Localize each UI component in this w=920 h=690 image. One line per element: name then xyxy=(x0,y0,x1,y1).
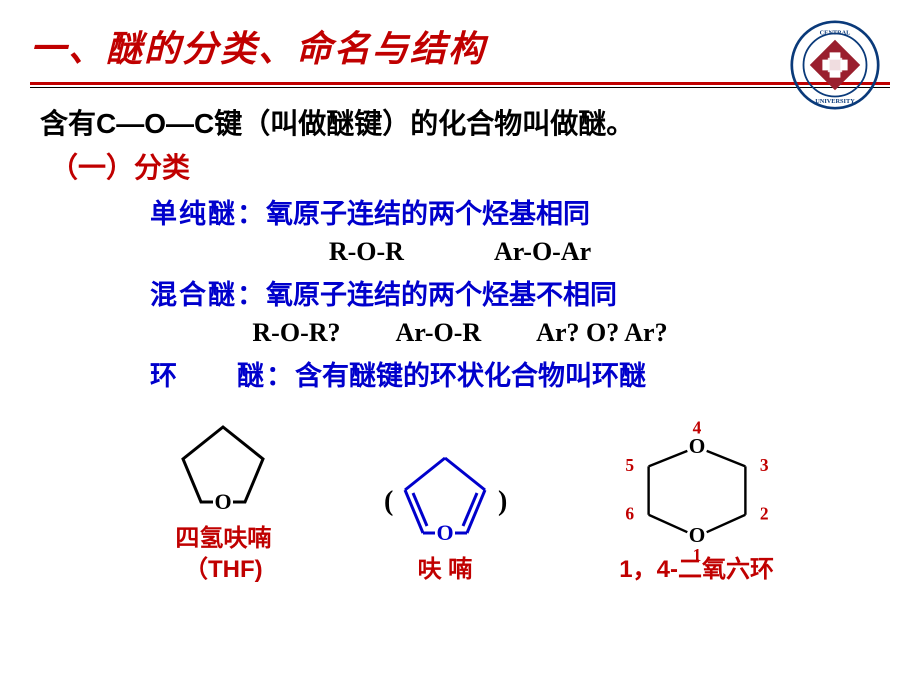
svg-text:O: O xyxy=(436,520,453,545)
cat1-desc: 氧原子连结的两个烃基相同 xyxy=(266,199,590,229)
svg-text:2: 2 xyxy=(760,504,769,524)
mol-furan: ( ) O 呋 喃 xyxy=(370,438,520,585)
svg-text:4: 4 xyxy=(692,418,701,437)
svg-text:O: O xyxy=(688,523,705,547)
svg-text:CENTRAL: CENTRAL xyxy=(820,29,851,36)
dioxane-structure: O O 4 3 2 1 6 5 xyxy=(607,418,787,568)
category-simple: 单纯醚：氧原子连结的两个烃基相同 xyxy=(150,192,890,231)
svg-text:O: O xyxy=(215,489,232,514)
cat3-label: 环 醚： xyxy=(150,361,295,391)
thf-name: 四氢呋喃 （THF) xyxy=(175,523,271,585)
formula-aror: Ar-O-R xyxy=(396,318,482,348)
cat2-desc: 氧原子连结的两个烃基不相同 xyxy=(266,280,617,310)
svg-text:6: 6 xyxy=(625,504,634,524)
title-underline xyxy=(30,82,890,88)
svg-text:): ) xyxy=(498,486,507,517)
formula-rorq: R-O-R? xyxy=(252,318,340,348)
mol-thf: O 四氢呋喃 （THF) xyxy=(163,407,283,585)
dioxane-name: 1，4-二氧六环 xyxy=(619,554,774,585)
category-mixed: 混合醚：氧原子连结的两个烃基不相同 xyxy=(150,273,890,312)
thf-name-l1: 四氢呋喃 xyxy=(175,525,271,552)
formula-ror: R-O-R xyxy=(329,237,404,267)
svg-text:(: ( xyxy=(384,486,393,517)
cat2-label: 混合醚： xyxy=(150,280,266,310)
svg-text:UNIVERSITY: UNIVERSITY xyxy=(815,98,855,105)
formula-aroar: Ar-O-Ar xyxy=(494,237,591,267)
mol-dioxane: O O 4 3 2 1 6 5 1，4-二氧六环 xyxy=(607,418,787,585)
cat3-desc: 含有醚键的环状化合物叫环醚 xyxy=(295,361,646,391)
thf-name-l2: （THF) xyxy=(184,556,263,583)
cat2-formulas: R-O-R? Ar-O-R Ar? O? Ar? xyxy=(30,318,890,348)
furan-structure: ( ) O xyxy=(370,438,520,548)
category-cyclic: 环 醚：含有醚键的环状化合物叫环醚 xyxy=(150,354,890,393)
cat1-label: 单纯醚： xyxy=(150,199,266,229)
thf-structure: O xyxy=(163,407,283,517)
svg-text:3: 3 xyxy=(760,455,769,475)
section-subhead: （一）分类 xyxy=(50,146,890,186)
definition-line: 含有C—O—C键（叫做醚键）的化合物叫做醚。 xyxy=(40,102,890,142)
svg-text:5: 5 xyxy=(625,455,634,475)
formula-arqoar: Ar? O? Ar? xyxy=(536,318,667,348)
university-logo: CENTRAL UNIVERSITY xyxy=(790,20,880,110)
furan-name: 呋 喃 xyxy=(418,554,473,585)
cat1-formulas: R-O-R Ar-O-Ar xyxy=(30,237,890,267)
slide-title: 一、醚的分类、命名与结构 xyxy=(30,20,890,72)
slide: CENTRAL UNIVERSITY 一、醚的分类、命名与结构 含有C—O—C键… xyxy=(0,0,920,690)
ring-structures-row: O 四氢呋喃 （THF) ( ) xyxy=(30,407,890,585)
